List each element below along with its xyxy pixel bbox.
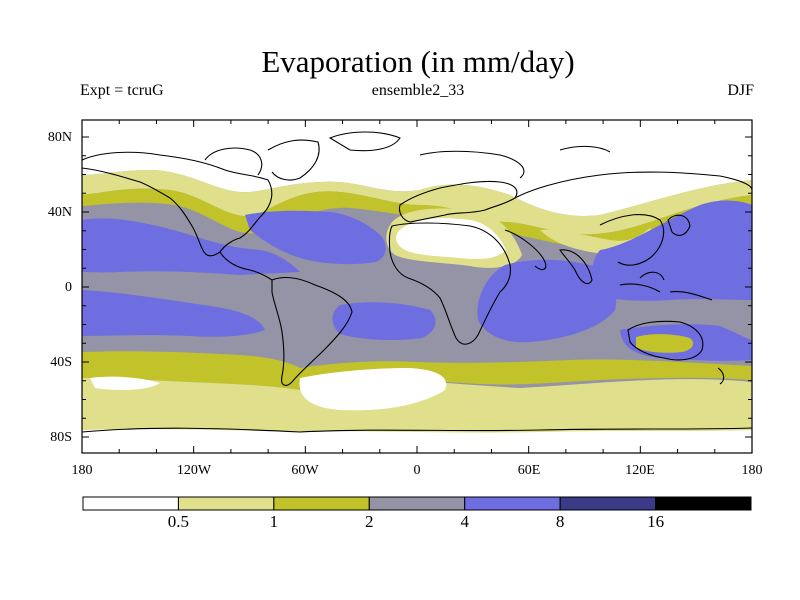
- axis-ticks: [81, 120, 753, 453]
- field-north-pale-band: [82, 170, 752, 235]
- legend-swatch: [464, 496, 561, 511]
- lon-label-120e: 120E: [625, 463, 655, 478]
- legend-label: 16: [647, 512, 664, 531]
- field-south-west-white: [90, 376, 160, 391]
- legend-swatch: [655, 496, 752, 511]
- field-pacific-south-high: [82, 290, 265, 337]
- lat-label-equator: 0: [65, 280, 72, 295]
- lon-label-180e: 180: [742, 463, 763, 478]
- field-atlantic-north-high: [245, 210, 386, 265]
- legend-swatch: [177, 496, 275, 511]
- legend-label: 4: [460, 512, 469, 531]
- lat-label-40s: 40S: [50, 355, 72, 370]
- field-north-olive-band: [82, 188, 752, 248]
- legend-swatch: [273, 496, 370, 511]
- lon-label-60w: 60W: [291, 463, 319, 478]
- experiment-label: Expt = tcruG: [80, 82, 164, 99]
- lat-label-80s: 80S: [50, 430, 72, 445]
- color-legend: 0.5 1 2 4 8 16: [82, 496, 752, 531]
- ensemble-label: ensemble2_33: [371, 82, 465, 99]
- field-southern-ocean-white: [299, 368, 447, 411]
- legend-swatch: [82, 496, 179, 511]
- legend-label: 2: [365, 512, 374, 531]
- legend-swatch: [559, 496, 657, 511]
- lon-label-0: 0: [414, 463, 421, 478]
- lon-label-180w: 180: [72, 463, 93, 478]
- field-atlantic-south-high: [332, 302, 436, 341]
- field-west-pacific-high: [592, 200, 752, 301]
- legend-label: 8: [556, 512, 565, 531]
- legend-label: 1: [270, 512, 279, 531]
- field-arctic-low: [82, 120, 752, 216]
- lon-label-120w: 120W: [177, 463, 212, 478]
- field-australia-olive: [636, 334, 694, 353]
- legend-label: 0.5: [168, 512, 189, 531]
- lat-label-40n: 40N: [48, 205, 72, 220]
- lat-label-80n: 80N: [48, 130, 72, 145]
- field-pacific-north-high: [82, 218, 300, 275]
- coastlines: [82, 131, 752, 433]
- map-title: Evaporation (in mm/day): [261, 44, 575, 79]
- season-label: DJF: [727, 82, 754, 99]
- lon-label-60e: 60E: [518, 463, 541, 478]
- field-antarctic-low: [82, 429, 752, 453]
- legend-swatch: [368, 496, 466, 511]
